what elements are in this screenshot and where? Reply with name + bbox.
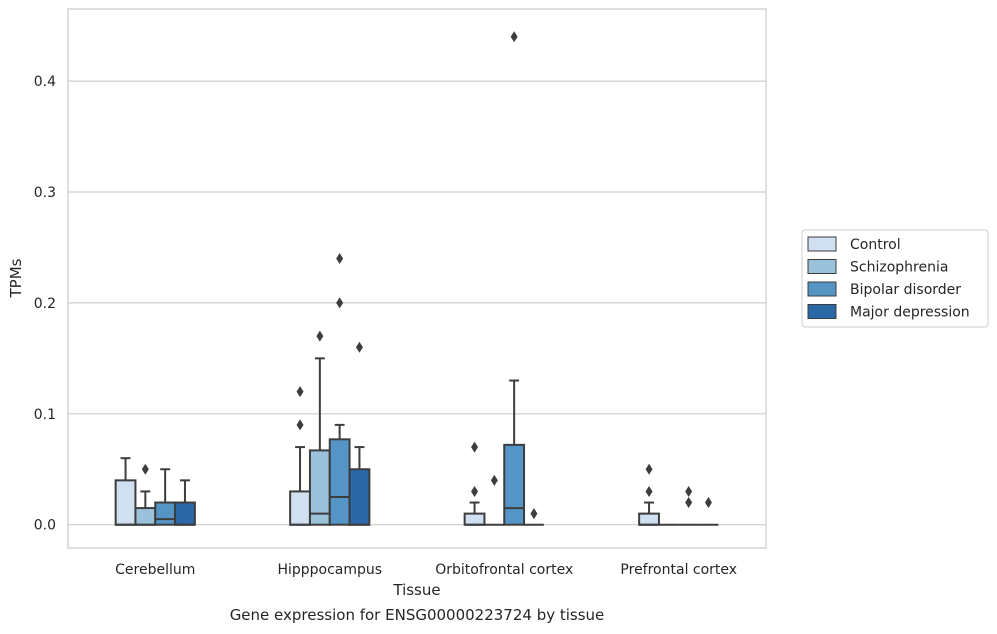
box (328, 438, 351, 526)
box (638, 512, 660, 526)
outlier-point (704, 497, 712, 509)
outlier-point (530, 508, 538, 520)
box-group (134, 463, 157, 526)
box (289, 490, 311, 526)
box-group (678, 485, 699, 526)
outlier-point (645, 485, 653, 497)
outlier-point (336, 297, 344, 309)
outlier-point (645, 463, 653, 475)
outlier-point (336, 253, 344, 265)
box (174, 501, 196, 526)
outlier-point (685, 485, 693, 497)
chart-caption: Gene expression for ENSG00000223724 by t… (229, 606, 605, 624)
outlier-point (471, 485, 479, 497)
x-tick-label: Prefrontal cortex (620, 562, 737, 578)
x-axis-title: Tissue (392, 581, 440, 599)
outlier-point (685, 497, 693, 509)
box-group (114, 457, 137, 526)
box (503, 443, 526, 526)
legend-label: Bipolar disorder (850, 282, 961, 298)
legend-swatch (807, 236, 837, 252)
grid-lines (68, 80, 766, 526)
box (348, 468, 371, 526)
legend-swatch (807, 281, 837, 297)
legend-label: Major depression (850, 305, 970, 321)
outlier-point (316, 330, 324, 342)
box-group (484, 474, 505, 526)
legend-swatch (807, 259, 837, 274)
box-group (308, 330, 331, 526)
box-group (174, 479, 196, 526)
y-axis-title: TPMs (7, 258, 25, 298)
box (154, 501, 177, 526)
legend-swatch (807, 304, 837, 319)
outlier-point (141, 463, 149, 475)
box-group (348, 341, 371, 526)
y-tick-label: 0.2 (34, 296, 56, 312)
legend-frame (801, 229, 989, 328)
box-group (503, 31, 526, 526)
box-group (638, 463, 660, 526)
x-tick-label: Hipppocampus (277, 562, 382, 578)
y-tick-label: 0.0 (34, 518, 56, 534)
box (134, 507, 157, 526)
y-tick-labels: 0.0 0.1 0.2 0.3 0.4 (34, 74, 56, 534)
box (463, 512, 486, 526)
box-group (154, 468, 177, 526)
box-group (698, 497, 719, 526)
box (114, 479, 137, 526)
outlier-point (355, 341, 363, 353)
box-series (114, 31, 719, 526)
legend-label: Control (850, 237, 901, 253)
outlier-point (490, 474, 498, 486)
outlier-point (471, 441, 479, 453)
outlier-point (296, 386, 304, 398)
x-tick-labels: Cerebellum Hipppocampus Orbitofrontal cort… (115, 562, 737, 578)
legend-label: Schizophrenia (850, 260, 948, 276)
box-group (463, 441, 486, 526)
box-group (289, 386, 311, 526)
outlier-point (296, 419, 304, 431)
plot-area-frame (67, 8, 767, 549)
box-group (524, 508, 544, 526)
legend: Control Schizophrenia Bipolar disorder Majo… (801, 229, 989, 328)
x-tick-label: Orbitofrontal cortex (435, 562, 573, 578)
outlier-point (510, 31, 518, 43)
box-group (328, 253, 351, 526)
x-tick-label: Cerebellum (115, 562, 195, 578)
y-tick-label: 0.1 (34, 407, 56, 423)
y-tick-label: 0.3 (34, 185, 56, 201)
y-tick-label: 0.4 (34, 74, 56, 90)
